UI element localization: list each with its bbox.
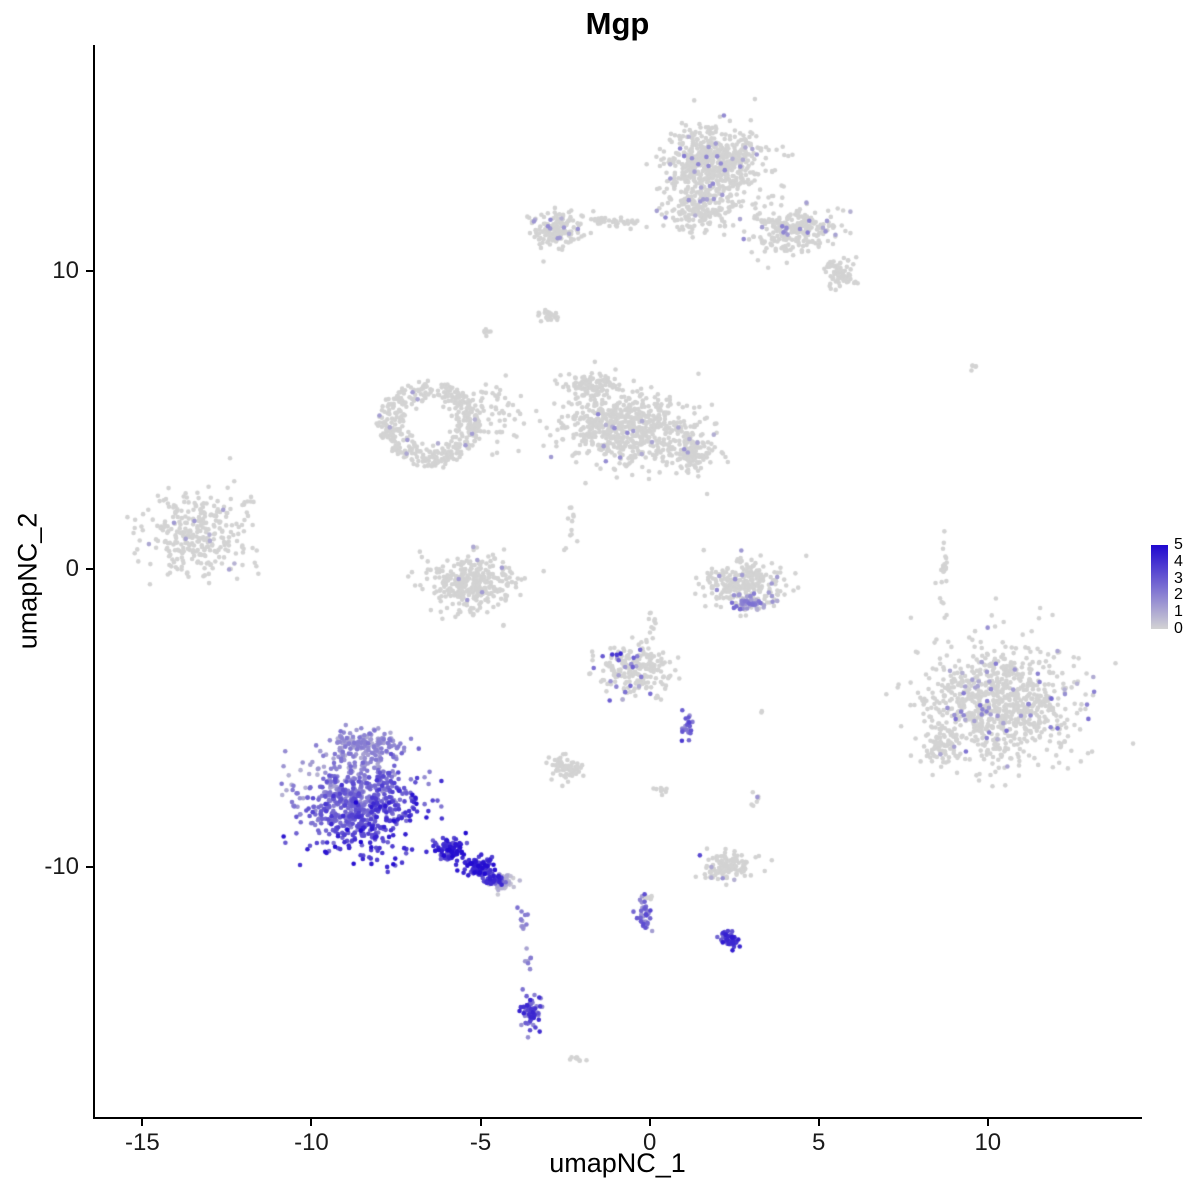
legend-tick-label: 1 (1174, 603, 1183, 621)
y-tick-label: -10 (44, 852, 79, 880)
x-tick-label: -10 (294, 1129, 329, 1156)
y-axis-title: umapNC_2 (12, 512, 43, 650)
y-tick-mark (86, 568, 95, 571)
y-axis-line (93, 45, 95, 1119)
x-axis-line (93, 1117, 1142, 1119)
x-tick-label: -5 (469, 1129, 492, 1156)
legend-tick-label: 0 (1174, 620, 1183, 637)
x-axis-title: umapNC_1 (549, 1148, 686, 1178)
legend-tick-label: 4 (1174, 552, 1183, 570)
legend-colorbar (1151, 545, 1168, 629)
plot-title: Mgp (585, 6, 650, 41)
x-tick-mark (986, 1117, 989, 1126)
x-tick-mark (648, 1117, 651, 1126)
x-tick-label: -15 (125, 1129, 160, 1156)
x-tick-mark (310, 1117, 313, 1126)
x-tick-mark (479, 1117, 482, 1126)
legend-tick-label: 3 (1174, 569, 1183, 587)
x-tick-label: 5 (812, 1129, 826, 1156)
legend-tick-label: 5 (1174, 536, 1183, 553)
x-tick-label: 0 (642, 1129, 657, 1156)
x-tick-label: 10 (974, 1129, 1002, 1156)
y-tick-label: 10 (52, 257, 79, 285)
x-tick-mark (817, 1117, 820, 1126)
legend-tick-label: 2 (1174, 586, 1183, 604)
y-tick-mark (86, 270, 95, 273)
y-tick-mark (86, 865, 95, 868)
y-tick-label: 0 (65, 555, 79, 583)
x-tick-mark (141, 1117, 144, 1126)
